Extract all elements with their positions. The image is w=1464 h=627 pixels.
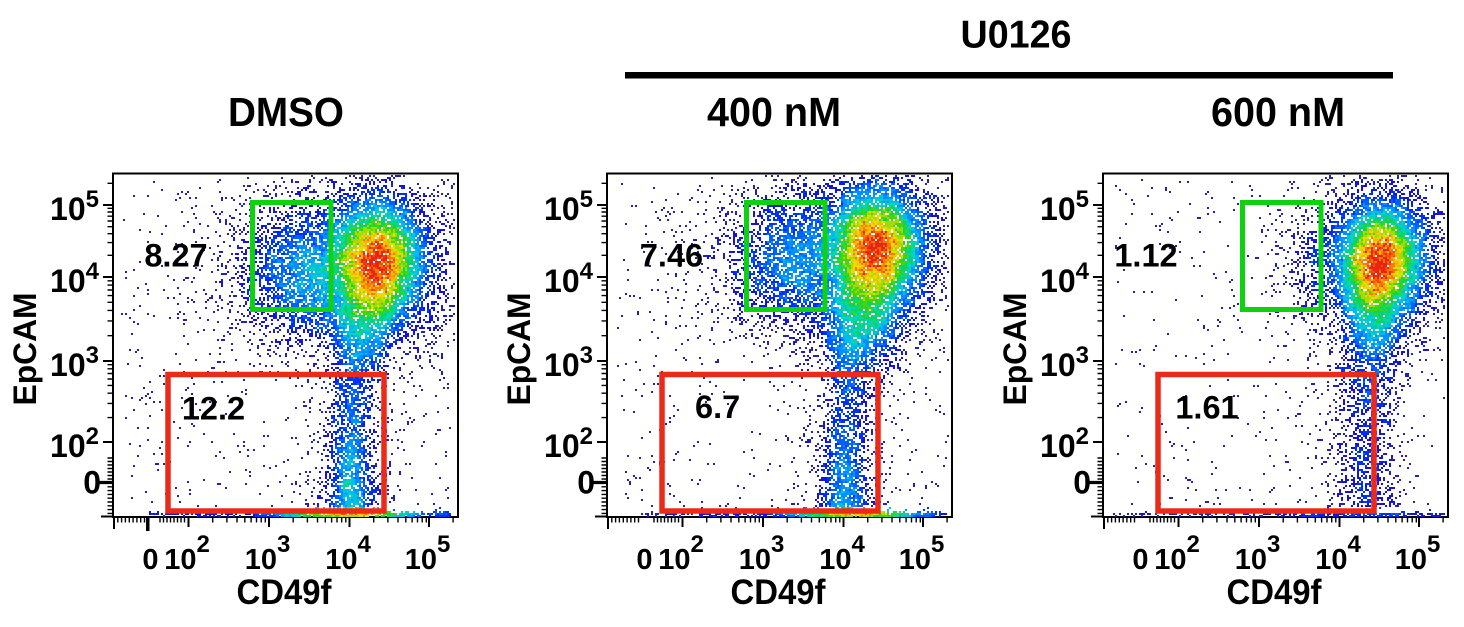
svg-text:6.7: 6.7	[695, 389, 740, 425]
svg-text:104: 104	[544, 258, 594, 299]
svg-text:CD49f: CD49f	[237, 573, 332, 612]
svg-text:CD49f: CD49f	[1227, 573, 1322, 612]
svg-text:0: 0	[577, 465, 595, 501]
svg-text:CD49f: CD49f	[731, 573, 826, 612]
svg-text:600 nM: 600 nM	[1211, 89, 1345, 135]
svg-text:105: 105	[544, 186, 593, 227]
svg-text:0: 0	[1073, 465, 1091, 501]
svg-text:0: 0	[1132, 544, 1148, 576]
svg-text:1.12: 1.12	[1114, 238, 1177, 274]
svg-text:105: 105	[50, 186, 99, 227]
svg-text:0: 0	[142, 544, 158, 576]
svg-text:1.61: 1.61	[1175, 390, 1238, 426]
svg-text:EpCAM: EpCAM	[501, 293, 537, 406]
svg-text:0: 0	[83, 465, 101, 501]
svg-text:0: 0	[636, 544, 652, 576]
svg-text:U0126: U0126	[961, 14, 1072, 57]
svg-text:EpCAM: EpCAM	[997, 293, 1033, 406]
svg-text:DMSO: DMSO	[228, 89, 344, 135]
svg-text:8.27: 8.27	[144, 238, 207, 274]
svg-text:400 nM: 400 nM	[707, 89, 841, 135]
svg-text:EpCAM: EpCAM	[7, 293, 43, 406]
svg-text:102: 102	[544, 423, 593, 464]
svg-text:12.2: 12.2	[182, 391, 245, 427]
svg-text:7.46: 7.46	[640, 238, 703, 274]
